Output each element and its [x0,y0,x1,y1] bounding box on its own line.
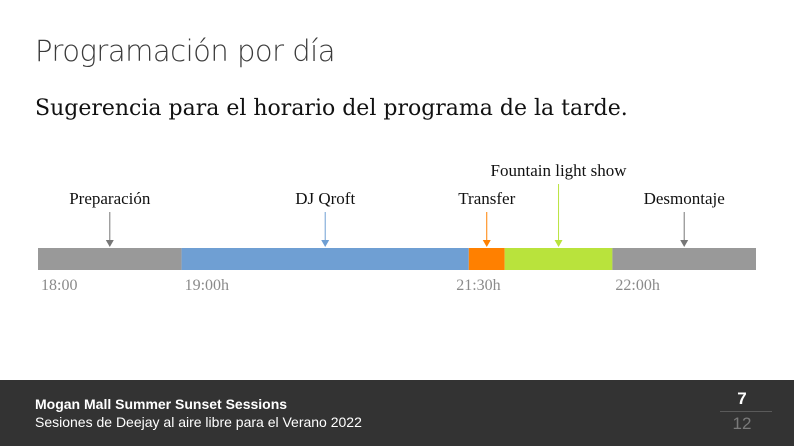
segment-label-desmontaje: Desmontaje [644,189,725,208]
time-label-21-30h: 21:30h [456,277,500,294]
segment-arrow-dj-qroft [321,240,330,247]
footer-title: Mogan Mall Summer Sunset Sessions [35,396,288,412]
segment-bar-dj-qroft [181,248,469,270]
page-number-total: 12 [732,414,752,433]
time-label-18-00: 18:00 [41,277,77,294]
segment-arrow-desmontaje [680,240,689,247]
slide-title: Programación por día [35,34,336,68]
slide-subtitle: Sugerencia para el horario del programa … [35,96,628,121]
segment-bar-fountain-light-show [504,248,613,270]
footer-subtitle: Sesiones de Deejay al aire libre para el… [35,414,362,430]
schedule-timeline: Preparación DJ Qroft Transfer Fountain ligh… [38,161,756,294]
segment-arrow-transfer [482,240,491,247]
segment-arrow-preparacion [105,240,114,247]
page-number-divider [720,411,772,412]
segment-label-dj-qroft: DJ Qroft [295,189,355,208]
segment-label-preparacion: Preparación [69,189,151,208]
segment-label-fountain-light-show: Fountain light show [491,161,628,180]
page-number-current: 7 [737,389,747,408]
segment-bar-preparacion [38,248,182,270]
segment-bar-desmontaje [612,248,756,270]
time-label-19-00h: 19:00h [185,277,229,294]
segment-arrow-fountain-light-show [554,240,563,247]
segment-bar-transfer [468,248,505,270]
segment-label-transfer: Transfer [458,189,515,208]
time-label-22-00h: 22:00h [615,277,659,294]
footer-bar: Mogan Mall Summer Sunset Sessions Sesion… [0,380,794,446]
